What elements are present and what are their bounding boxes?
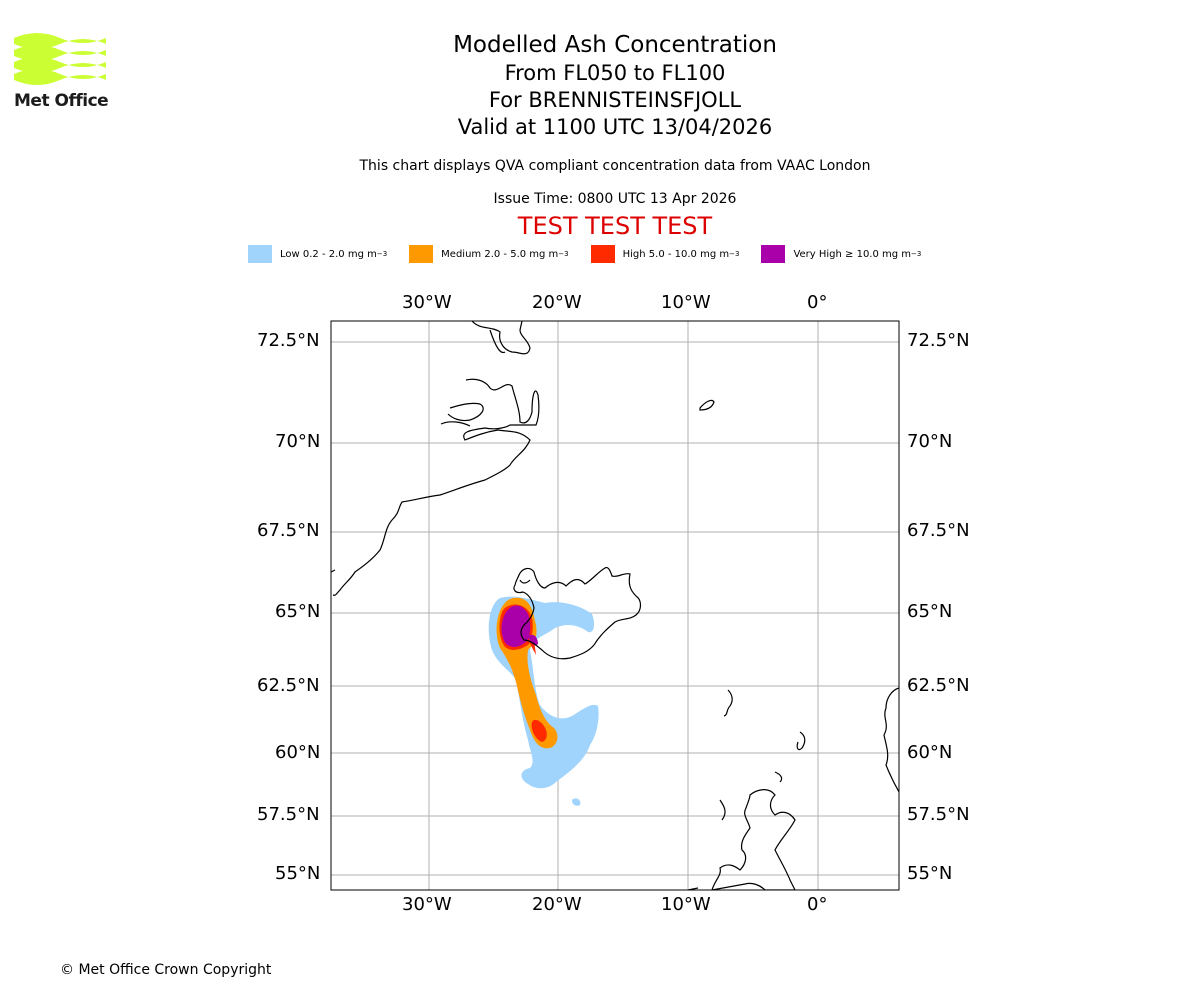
qva-note: This chart displays QVA compliant concen…	[359, 158, 871, 174]
legend-item-high: High 5.0 - 10.0 mg m −3	[590, 245, 740, 263]
lon-tick-top-30w: 30°W	[402, 292, 452, 313]
issue-time: Issue Time: 0800 UTC 13 Apr 2026	[493, 191, 737, 207]
lat-tick-right-70: 70°N	[907, 431, 953, 452]
lat-tick-right-72-5: 72.5°N	[907, 330, 970, 351]
legend-sup-very-high: −3	[911, 250, 922, 258]
ash-very-high-region	[501, 605, 538, 647]
legend-sup-low: −3	[376, 250, 388, 258]
met-office-wordmark: Met Office	[14, 91, 109, 111]
legend-swatch-high	[590, 245, 615, 263]
title-line3: For BRENNISTEINSFJOLL	[488, 88, 742, 112]
lon-tick-bottom-0: 0°	[807, 894, 828, 915]
legend: Low 0.2 - 2.0 mg m −3 Medium 2.0 - 5.0 mg…	[248, 244, 943, 264]
gridlines	[331, 321, 899, 890]
lon-tick-bottom-10w: 10°W	[661, 894, 711, 915]
lat-tick-right-67-5: 67.5°N	[907, 520, 970, 541]
title-line1: Modelled Ash Concentration	[453, 32, 777, 58]
lon-tick-top-10w: 10°W	[661, 292, 711, 313]
lat-tick-left-72-5: 72.5°N	[257, 330, 320, 351]
coastlines	[331, 321, 899, 890]
chart-title: Modelled Ash Concentration From FL050 to…	[300, 30, 930, 141]
lat-tick-left-62-5: 62.5°N	[257, 675, 320, 696]
legend-label-high: High 5.0 - 10.0 mg m	[622, 248, 730, 260]
lon-tick-bottom-20w: 20°W	[532, 894, 582, 915]
legend-swatch-very-high	[761, 245, 786, 263]
lat-tick-left-70: 70°N	[275, 431, 321, 452]
legend-item-low: Low 0.2 - 2.0 mg m −3	[248, 245, 387, 263]
met-office-logo	[14, 33, 106, 85]
title-line4: Valid at 1100 UTC 13/04/2026	[457, 115, 773, 139]
lat-tick-left-65: 65°N	[275, 601, 321, 622]
lat-tick-left-60: 60°N	[275, 742, 321, 763]
lat-tick-right-55: 55°N	[907, 863, 953, 884]
legend-item-medium: Medium 2.0 - 5.0 mg m −3	[409, 245, 569, 263]
test-banner: TEST TEST TEST	[517, 212, 713, 240]
legend-sup-medium: −3	[558, 250, 569, 258]
legend-item-very-high: Very High ≥ 10.0 mg m −3	[761, 245, 921, 263]
map-frame	[330, 320, 900, 891]
lon-tick-top-0: 0°	[807, 292, 828, 313]
legend-label-low: Low 0.2 - 2.0 mg m	[280, 248, 377, 260]
lat-tick-right-57-5: 57.5°N	[907, 804, 970, 825]
lat-tick-right-62-5: 62.5°N	[907, 675, 970, 696]
legend-swatch-medium	[409, 245, 434, 263]
lon-tick-top-20w: 20°W	[532, 292, 582, 313]
lat-tick-left-57-5: 57.5°N	[257, 804, 320, 825]
lat-tick-left-55: 55°N	[275, 863, 321, 884]
lon-tick-bottom-30w: 30°W	[402, 894, 452, 915]
legend-sup-high: −3	[729, 250, 740, 258]
title-line2: From FL050 to FL100	[504, 61, 726, 85]
lat-tick-left-67-5: 67.5°N	[257, 520, 320, 541]
legend-label-very-high: Very High ≥ 10.0 mg m	[793, 248, 912, 260]
legend-label-medium: Medium 2.0 - 5.0 mg m	[441, 248, 559, 260]
legend-swatch-low	[248, 245, 272, 263]
lat-tick-right-60: 60°N	[907, 742, 953, 763]
lat-tick-right-65: 65°N	[907, 601, 953, 622]
copyright-notice: © Met Office Crown Copyright	[60, 962, 272, 978]
